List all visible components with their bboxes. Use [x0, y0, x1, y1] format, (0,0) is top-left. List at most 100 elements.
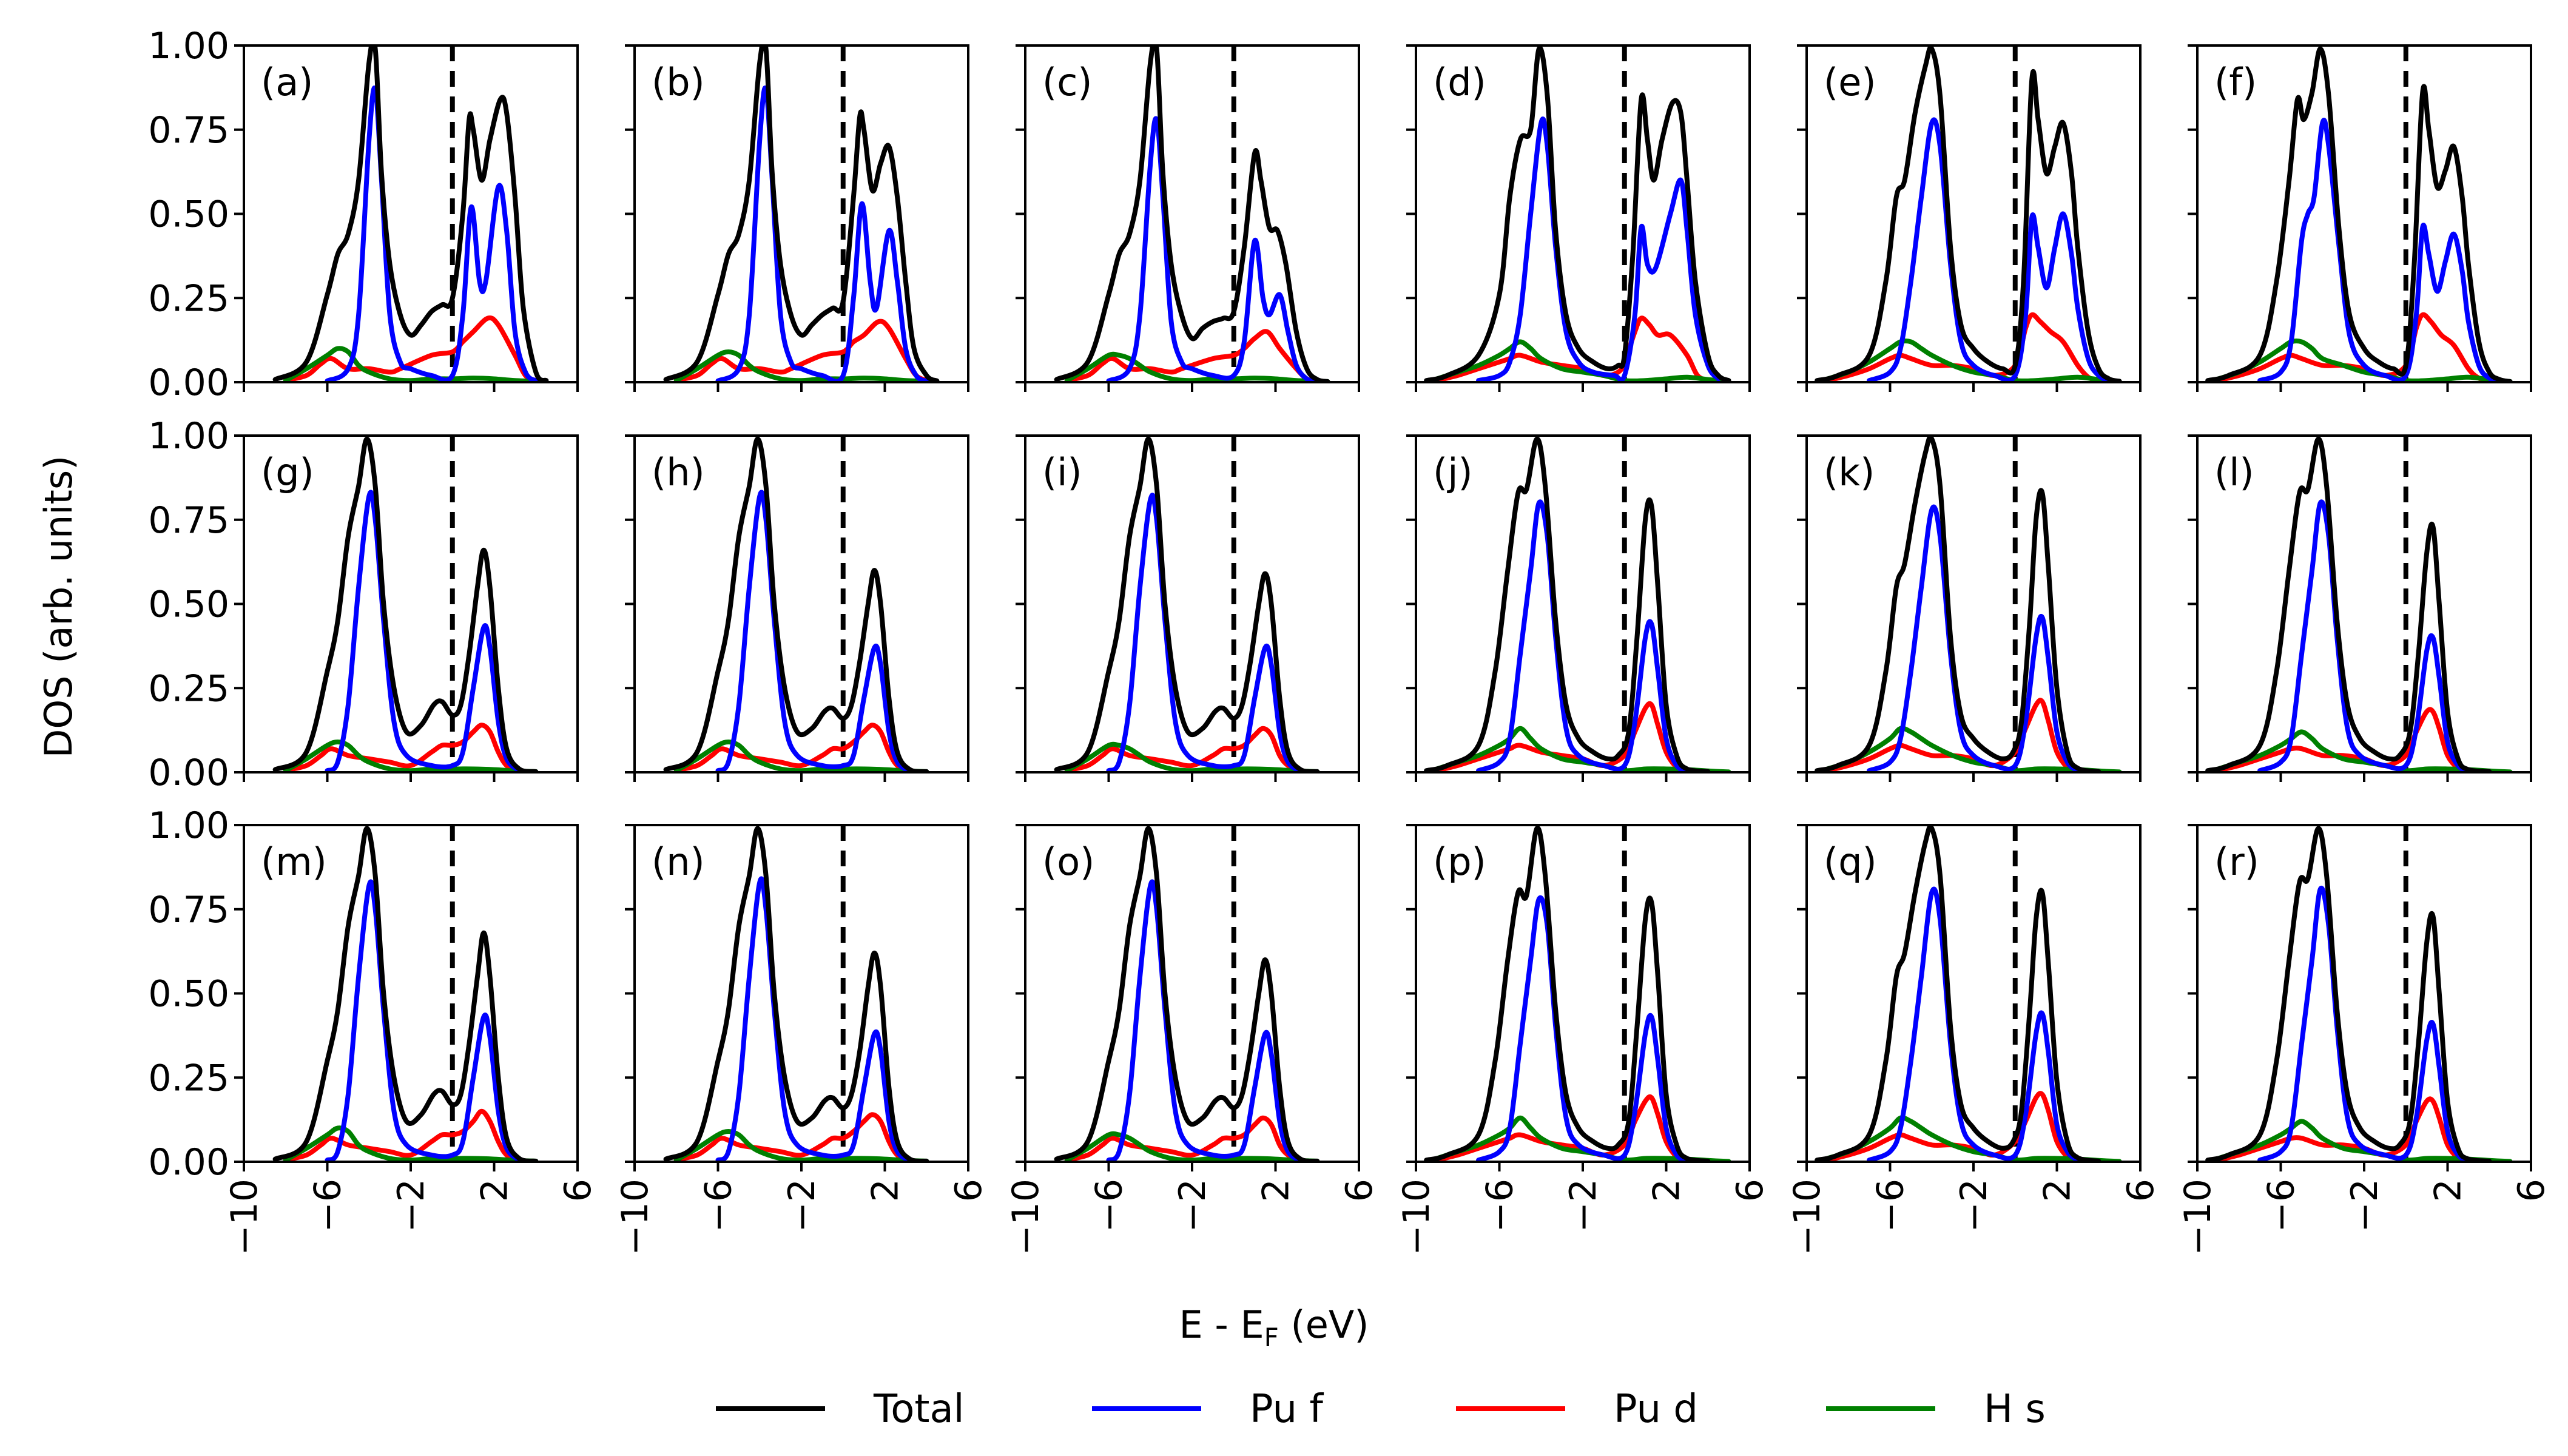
x-tick-label: 2: [2037, 1179, 2079, 1202]
series-line-total: [272, 826, 539, 1162]
series-line-h-s: [1064, 1131, 1320, 1162]
y-tick-label: 0.75: [148, 889, 229, 931]
series-line-pu-d: [673, 723, 912, 772]
series-line-total: [1815, 825, 2101, 1162]
series-line-h-s: [673, 740, 929, 772]
x-tick-label: −6: [307, 1179, 349, 1232]
series-line-h-s: [1434, 1115, 1731, 1162]
series-line-total: [1054, 826, 1320, 1162]
series-line-pu-d: [673, 1112, 912, 1162]
subplot: (r) −10 −6 −2 2 6: [2177, 824, 2553, 1256]
legend-label: Total: [873, 1387, 964, 1432]
subplot: (m) 0.00 0.25 0.50 0.75 1.00 −10 −6 −2 2 6: [148, 804, 599, 1256]
series-line-pu-f: [1476, 116, 1721, 382]
panel-label: (o): [1042, 840, 1094, 884]
y-tick-label: 0.25: [148, 667, 229, 710]
x-tick-label: −10: [1005, 1179, 1047, 1256]
legend-label: Pu f: [1250, 1387, 1324, 1432]
subplot: (f): [2188, 44, 2532, 392]
subplot: (j): [1406, 434, 1751, 782]
panel-label: (c): [1042, 60, 1092, 104]
legend-label: H s: [1984, 1387, 2046, 1432]
series-line-total: [1424, 436, 1711, 772]
series-line-h-s: [673, 349, 940, 382]
series-line-total: [1424, 46, 1731, 382]
series-line-h-s: [1434, 726, 1731, 772]
series-line-total: [1424, 825, 1711, 1162]
series-line-h-s: [2216, 338, 2513, 382]
series-line-total: [272, 436, 539, 772]
series-line-pu-f: [2257, 118, 2502, 382]
x-tick-label: 2: [864, 1179, 907, 1202]
series-line-pu-d: [1064, 726, 1303, 772]
series-line-total: [272, 46, 549, 382]
legend-entry: H s: [1826, 1387, 2046, 1432]
x-axis-label-main: E - E: [1179, 1303, 1264, 1347]
panel-label: (a): [261, 60, 313, 104]
series-line-total: [663, 826, 929, 1162]
panel-label: (j): [1433, 450, 1473, 494]
y-tick-label: 0.75: [148, 499, 229, 542]
subplot: (o) −10 −6 −2 2 6: [1005, 824, 1381, 1256]
panel-label: (q): [1824, 840, 1877, 884]
series-line-pu-f: [1867, 504, 2080, 772]
series-line-pu-f: [715, 876, 912, 1162]
x-tick-label: 6: [2510, 1179, 2553, 1202]
subplot: (n) −10 −6 −2 2 6: [614, 824, 990, 1256]
subplot: (q) −10 −6 −2 2 6: [1786, 824, 2162, 1256]
series-line-h-s: [283, 346, 549, 382]
subplot: (i): [1016, 434, 1360, 782]
series-line-pu-f: [2257, 885, 2471, 1162]
y-tick-label: 0.25: [148, 277, 229, 320]
x-tick-label: 2: [2427, 1179, 2470, 1202]
series-line-pu-f: [1106, 493, 1303, 772]
panel-label: (e): [1824, 60, 1876, 104]
y-tick-label: 0.00: [148, 362, 229, 404]
series-line-pu-d: [283, 315, 539, 382]
panel-label: (i): [1042, 450, 1082, 494]
series-line-h-s: [283, 1125, 539, 1162]
y-tick-label: 1.00: [148, 804, 229, 847]
x-axis-label: E - EF (eV): [1179, 1303, 1369, 1352]
legend-entry: Pu f: [1092, 1387, 1324, 1432]
x-tick-label: −2: [2344, 1179, 2386, 1232]
series-line-total: [663, 46, 940, 382]
x-tick-label: −10: [2177, 1179, 2219, 1256]
legend: Total Pu f Pu d H s: [716, 1387, 2046, 1432]
y-axis-label: DOS (arb. units): [36, 456, 81, 758]
series-line-pu-d: [1064, 329, 1320, 382]
subplot-grid: (a) 0.00 0.25 0.50 0.75 1.00 (b) (c) (d) (e) (f) (g…: [148, 25, 2553, 1256]
panel-label: (g): [261, 450, 314, 494]
panel-label: (d): [1433, 60, 1486, 104]
series-line-h-s: [1064, 741, 1320, 772]
series-line-pu-d: [673, 318, 929, 382]
subplot: (l): [2188, 434, 2532, 782]
series-line-total: [1054, 436, 1320, 772]
subplot: (d): [1406, 44, 1751, 392]
x-axis-label-subscript: F: [1264, 1323, 1279, 1352]
x-tick-label: −10: [223, 1179, 266, 1256]
x-tick-label: −6: [1088, 1179, 1131, 1232]
x-tick-label: −2: [1953, 1179, 1995, 1232]
y-tick-label: 0.75: [148, 109, 229, 152]
x-tick-label: 2: [474, 1179, 516, 1202]
series-line-total: [2205, 436, 2492, 772]
series-line-pu-f: [1867, 886, 2080, 1162]
x-tick-label: 6: [1729, 1179, 1771, 1202]
series-line-h-s: [1064, 351, 1330, 382]
panel-label: (f): [2214, 60, 2257, 104]
series-line-total: [2205, 826, 2492, 1162]
series-line-pu-d: [2216, 1096, 2471, 1162]
series-line-pu-f: [325, 879, 522, 1162]
y-tick-label: 0.25: [148, 1057, 229, 1099]
y-tick-label: 1.00: [148, 25, 229, 67]
subplot: (g) 0.00 0.25 0.50 0.75 1.00: [148, 415, 579, 794]
series-line-pu-d: [283, 1108, 522, 1162]
x-tick-label: −2: [781, 1179, 823, 1232]
series-line-pu-d: [1825, 1091, 2080, 1162]
series-line-h-s: [2216, 729, 2513, 772]
subplot: (e): [1797, 44, 2142, 392]
series-line-pu-d: [1064, 1115, 1303, 1162]
panel-label: (n): [652, 840, 705, 884]
